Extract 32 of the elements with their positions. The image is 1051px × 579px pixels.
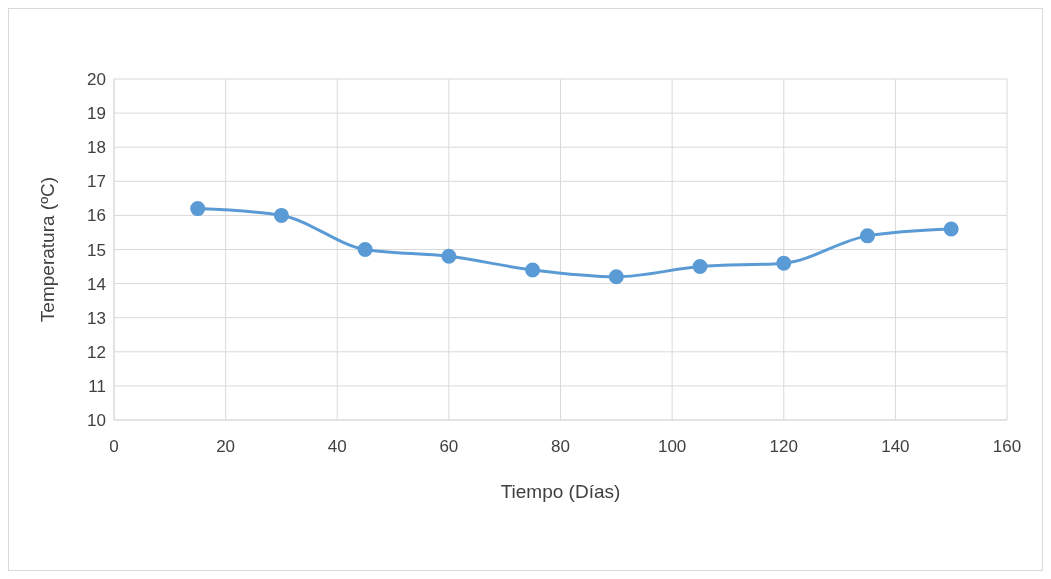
y-axis-title: Temperatura (ºC) [36,176,58,323]
x-tick-label: 80 [551,437,570,457]
y-tick-label: 20 [87,70,106,90]
point [943,221,959,237]
y-tick-label: 14 [87,274,106,294]
point [608,269,624,285]
y-tick-label: 11 [88,376,106,396]
x-tick-label: 160 [992,437,1022,457]
x-tick-label: 60 [439,437,459,457]
point [190,201,206,217]
point [357,242,373,257]
x-axis-title: Tiempo (Días) [500,481,621,502]
x-tick-label: 0 [109,437,119,457]
y-tick-label: 19 [87,104,106,124]
x-tick-label: 100 [657,437,687,457]
y-tick-label: 10 [87,411,106,431]
y-tick-label: 18 [87,138,106,158]
x-tick-label: 40 [327,437,347,457]
x-tick-label: 20 [216,437,236,457]
point [273,207,289,223]
y-tick-label: 12 [87,342,106,362]
point [441,248,457,264]
point [692,259,708,275]
y-tick-label: 17 [87,172,106,192]
x-tick-label: 120 [769,437,798,457]
x-tick-label: 140 [881,437,910,457]
point [859,228,875,244]
point [525,262,541,278]
point [776,255,792,271]
y-tick-label: 16 [87,206,106,226]
y-tick-label: 13 [87,308,106,328]
y-tick-label: 15 [87,240,106,260]
